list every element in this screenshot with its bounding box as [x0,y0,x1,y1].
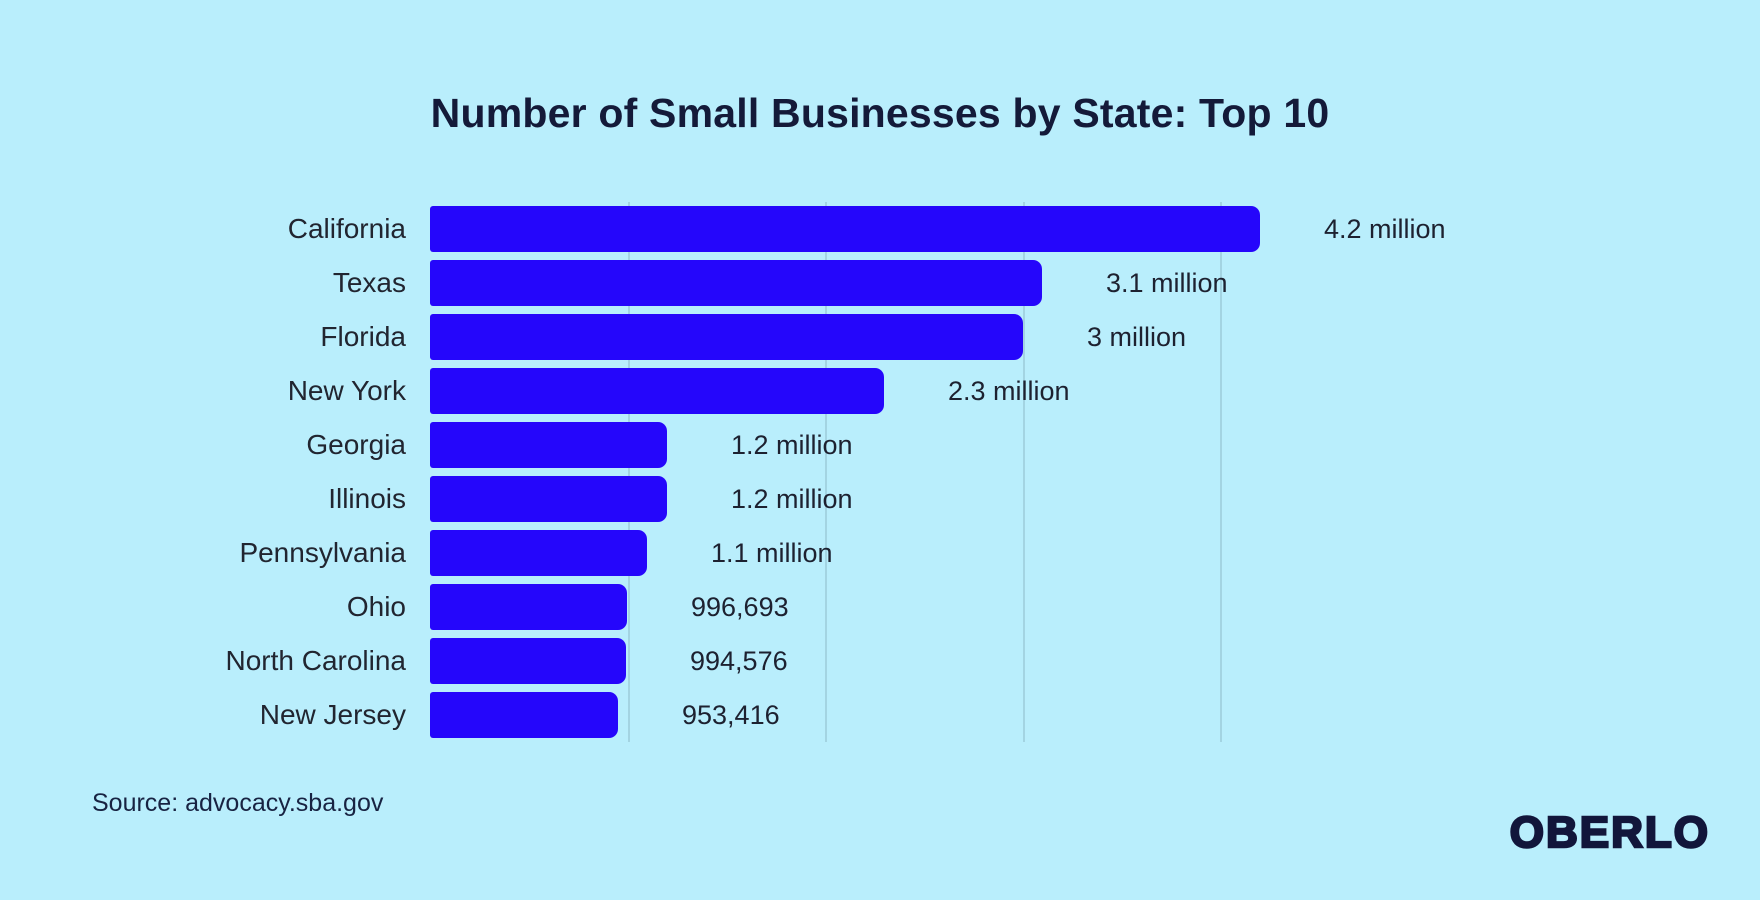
chart-row: Pennsylvania 1.1 million [0,526,1760,580]
chart-row: North Carolina 994,576 [0,634,1760,688]
value-label: 996,693 [691,591,789,622]
value-label: 1.2 million [731,483,853,514]
row-label: California [287,213,406,244]
chart-row: Illinois 1.2 million [0,472,1760,526]
value-label: 3 million [1087,321,1187,352]
chart-row: Florida 3 million [0,310,1760,364]
row-label: Pennsylvania [239,537,406,568]
bar [430,422,667,468]
chart-row: Texas 3.1 million [0,256,1760,310]
bar [430,692,618,738]
source-text: Source: advocacy.sba.gov [92,789,384,817]
value-label: 994,576 [690,645,788,676]
gridline-2m [825,202,827,742]
value-label: 4.2 million [1324,213,1446,244]
row-label: Georgia [306,429,406,460]
bar [430,530,647,576]
bar [430,368,884,414]
row-label: New Jersey [259,699,406,730]
chart-row: California 4.2 million [0,202,1760,256]
value-label: 1.1 million [711,537,833,568]
row-label: North Carolina [225,645,406,676]
value-label: 1.2 million [731,429,853,460]
bar-chart: California 4.2 million Texas 3.1 million Flo… [0,202,1760,742]
row-label: Florida [320,321,406,352]
gridline-4m [1220,202,1222,742]
value-label: 953,416 [682,699,780,730]
bar [430,314,1023,360]
oberlo-logo: OBERLO [1509,807,1710,859]
row-label: Ohio [346,591,406,622]
gridline-3m [1023,202,1025,742]
gridline-1m [628,202,630,742]
row-label: Illinois [328,483,406,514]
gridlines [430,202,1760,742]
chart-row: New Jersey 953,416 [0,688,1760,742]
chart-rows: California 4.2 million Texas 3.1 million Flo… [0,202,1760,742]
bar [430,476,667,522]
bar [430,206,1260,252]
chart-title: Number of Small Businesses by State: Top… [430,90,1330,136]
row-label: Texas [332,267,406,298]
bar [430,638,626,684]
value-label: 2.3 million [948,375,1070,406]
bar [430,260,1042,306]
chart-row: New York 2.3 million [0,364,1760,418]
value-label: 3.1 million [1106,267,1228,298]
chart-row: Georgia 1.2 million [0,418,1760,472]
bar [430,584,627,630]
chart-row: Ohio 996,693 [0,580,1760,634]
row-label: New York [287,375,406,406]
